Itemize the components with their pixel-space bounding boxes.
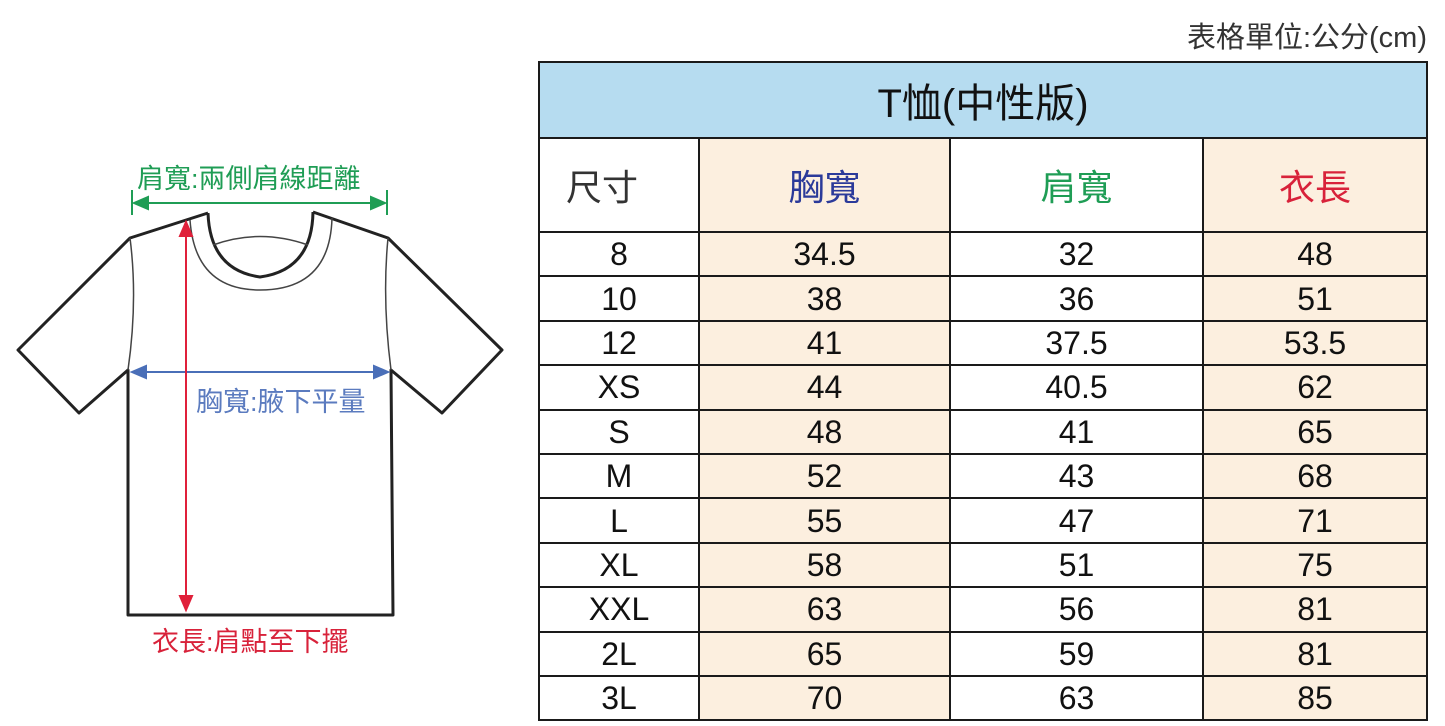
cell-chest: 44 <box>698 364 951 411</box>
table-row: 8 34.5 32 48 <box>538 230 1428 278</box>
cell-size: 8 <box>538 230 700 278</box>
cell-chest: 55 <box>698 497 951 544</box>
cell-chest: 52 <box>698 452 951 500</box>
table-row: XXL 63 56 81 <box>538 586 1428 633</box>
unit-note: 表格單位:公分(cm) <box>1186 22 1427 54</box>
cell-shoulder: 47 <box>949 497 1204 544</box>
cell-shoulder: 56 <box>949 586 1204 633</box>
cell-length: 75 <box>1202 541 1428 589</box>
cell-chest: 65 <box>698 630 951 677</box>
header-size: 尺寸 <box>538 137 700 233</box>
cell-length: 81 <box>1202 630 1428 677</box>
cell-shoulder: 51 <box>949 541 1204 589</box>
cell-shoulder: 37.5 <box>949 319 1204 367</box>
size-table: T恤(中性版) 尺寸 胸寬 肩寬 衣長 8 34.5 32 48 10 38 36 51 12 4… <box>538 61 1428 722</box>
table-title: T恤(中性版) <box>538 61 1428 139</box>
cell-size: 10 <box>538 275 700 322</box>
cell-chest: 63 <box>698 586 951 633</box>
chest-label: 胸寬:腋下平量 <box>196 387 366 417</box>
cell-shoulder: 43 <box>949 452 1204 500</box>
cell-chest: 34.5 <box>698 230 951 278</box>
table-row: 12 41 37.5 53.5 <box>538 319 1428 367</box>
cell-length: 81 <box>1202 586 1428 633</box>
collar-outer <box>206 211 315 279</box>
length-arrow <box>178 219 194 613</box>
header-chest: 胸寬 <box>698 137 951 233</box>
tshirt-diagram <box>16 190 504 617</box>
cell-length: 65 <box>1202 408 1428 455</box>
header-row: 尺寸 胸寬 肩寬 衣長 <box>538 137 1428 233</box>
cell-length: 51 <box>1202 275 1428 322</box>
cell-size: XL <box>538 541 700 589</box>
cell-length: 68 <box>1202 452 1428 500</box>
cell-size: 2L <box>538 630 700 677</box>
table-row: 10 38 36 51 <box>538 275 1428 322</box>
cell-size: S <box>538 408 700 455</box>
collar-inner <box>189 217 333 291</box>
cell-size: XXL <box>538 586 700 633</box>
shoulder-label: 肩寬:兩側肩線距離 <box>137 164 361 194</box>
length-label: 衣長:肩點至下擺 <box>152 627 349 657</box>
cell-chest: 58 <box>698 541 951 589</box>
cell-shoulder: 63 <box>949 674 1204 722</box>
cell-shoulder: 40.5 <box>949 364 1204 411</box>
cell-shoulder: 32 <box>949 230 1204 278</box>
cell-length: 53.5 <box>1202 319 1428 367</box>
table-row: L 55 47 71 <box>538 497 1428 544</box>
cell-length: 71 <box>1202 497 1428 544</box>
cell-chest: 41 <box>698 319 951 367</box>
table-row: 3L 70 63 85 <box>538 674 1428 722</box>
shoulder-arrow <box>131 190 388 215</box>
table-row: XS 44 40.5 62 <box>538 364 1428 411</box>
cell-chest: 48 <box>698 408 951 455</box>
table-row: M 52 43 68 <box>538 452 1428 500</box>
cell-size: L <box>538 497 700 544</box>
cell-length: 48 <box>1202 230 1428 278</box>
cell-size: M <box>538 452 700 500</box>
table-row: S 48 41 65 <box>538 408 1428 455</box>
header-length: 衣長 <box>1202 137 1428 233</box>
chest-arrow <box>129 364 391 380</box>
cell-shoulder: 59 <box>949 630 1204 677</box>
header-shoulder: 肩寬 <box>949 137 1204 233</box>
tshirt-outline <box>16 210 504 617</box>
cell-shoulder: 41 <box>949 408 1204 455</box>
cell-size: 3L <box>538 674 700 722</box>
cell-length: 85 <box>1202 674 1428 722</box>
cell-length: 62 <box>1202 364 1428 411</box>
table-row: 2L 65 59 81 <box>538 630 1428 677</box>
cell-chest: 70 <box>698 674 951 722</box>
cell-size: XS <box>538 364 700 411</box>
cell-size: 12 <box>538 319 700 367</box>
table-row: XL 58 51 75 <box>538 541 1428 589</box>
cell-chest: 38 <box>698 275 951 322</box>
cell-shoulder: 36 <box>949 275 1204 322</box>
